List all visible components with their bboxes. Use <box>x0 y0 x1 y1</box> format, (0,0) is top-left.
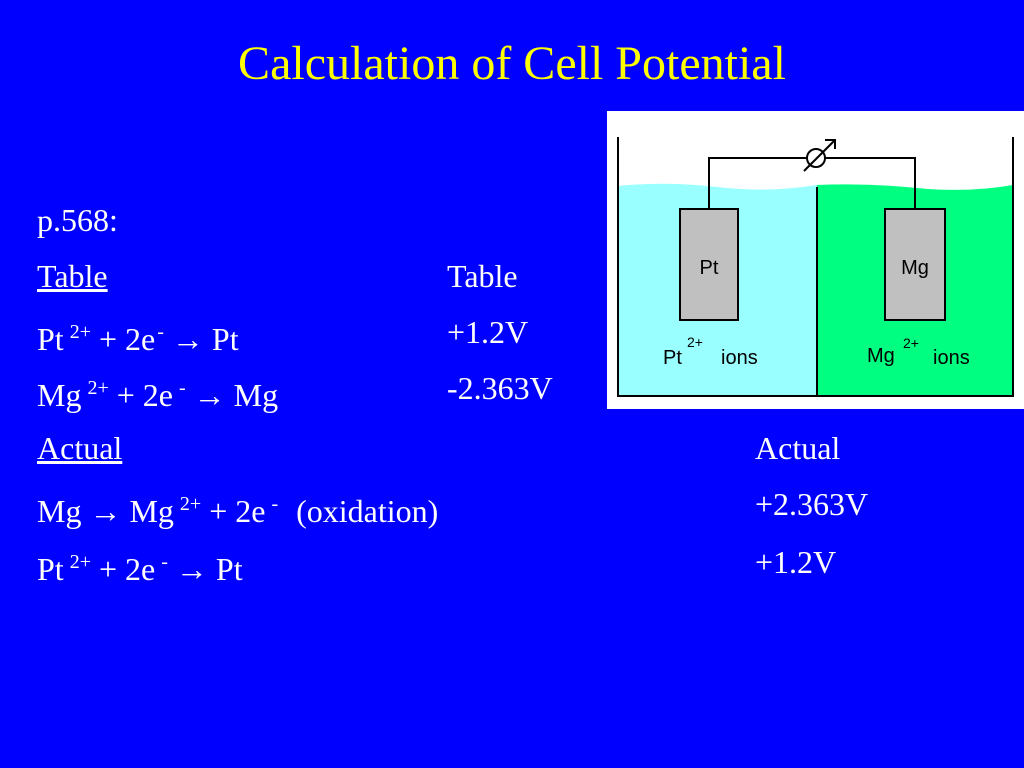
charge: - <box>157 321 164 343</box>
species: Mg <box>233 377 279 413</box>
ion-label: ions <box>721 347 758 369</box>
charge: - <box>178 377 186 399</box>
equation: Pt 2+ + 2e - → Pt <box>37 542 243 589</box>
electrode <box>884 208 946 321</box>
species: Mg <box>37 377 82 413</box>
header: Actual <box>37 430 123 466</box>
wire <box>825 157 916 209</box>
species: + 2e <box>116 377 173 413</box>
voltmeter-arrow <box>825 139 836 149</box>
slide-title: Calculation of Cell Potential <box>238 37 786 90</box>
arrow: → <box>193 377 226 413</box>
equation: Pt 2+ + 2e - → Pt <box>37 312 239 359</box>
species: Pt <box>37 551 64 587</box>
species: Pt <box>215 551 243 587</box>
potential: -2.363V <box>447 370 553 406</box>
charge: 2+ <box>69 321 91 343</box>
voltmeter-needle <box>803 139 836 172</box>
header: Table <box>447 258 518 294</box>
charge: - <box>161 551 168 573</box>
arrow: → <box>171 321 204 357</box>
species: + 2e <box>209 493 266 529</box>
potential: +2.363V <box>755 486 869 522</box>
charge: - <box>271 493 279 515</box>
table-header: Table Table <box>37 256 533 296</box>
container <box>617 137 1014 397</box>
ion-charge: 2+ <box>687 334 703 350</box>
ion-label: Mg <box>867 345 895 367</box>
wire <box>708 157 807 209</box>
species: Pt <box>37 321 64 357</box>
ion-label: Pt <box>663 347 682 369</box>
equation: Mg 2+ + 2e - → Mg <box>37 368 278 415</box>
reference: p.568: <box>37 202 118 238</box>
species: Pt <box>211 321 239 357</box>
cell-diagram: Pt Mg Pt 2+ ions Mg 2+ ions <box>607 111 1024 409</box>
species: Mg <box>129 493 174 529</box>
species: + 2e <box>98 551 156 587</box>
electrode <box>679 208 739 321</box>
potential: +1.2V <box>447 314 529 350</box>
actual-header: Actual Actual <box>37 428 859 468</box>
ion-charge: 2+ <box>903 335 919 351</box>
electrode-label: Pt <box>700 257 719 279</box>
note: (oxidation) <box>296 493 439 529</box>
arrow: → <box>89 493 122 529</box>
charge: 2+ <box>179 493 202 515</box>
equation: Mg → Mg 2+ + 2e - (oxidation) <box>37 484 438 531</box>
species: Mg <box>37 493 82 529</box>
header: Actual <box>755 430 841 466</box>
header: Table <box>37 258 108 294</box>
arrow: → <box>175 551 208 587</box>
ion-label: ions <box>933 347 970 369</box>
potential: +1.2V <box>755 544 837 580</box>
species: + 2e <box>98 321 156 357</box>
electrode-label: Mg <box>901 257 929 279</box>
charge: 2+ <box>87 377 109 399</box>
charge: 2+ <box>69 551 91 573</box>
